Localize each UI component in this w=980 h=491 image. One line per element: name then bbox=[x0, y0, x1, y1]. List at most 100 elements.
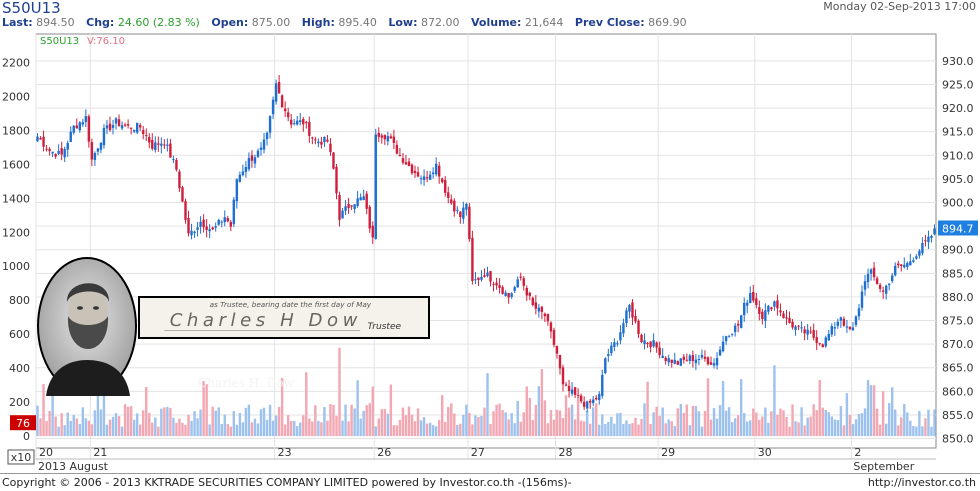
candle-body bbox=[450, 199, 453, 204]
volume-bar bbox=[286, 415, 290, 437]
candle-body bbox=[492, 283, 495, 285]
volume-bar bbox=[274, 415, 278, 437]
volume-bar bbox=[794, 421, 797, 437]
volume-bar bbox=[477, 416, 480, 437]
candle-body bbox=[815, 337, 818, 343]
volume-bar bbox=[884, 423, 888, 437]
candle-body bbox=[809, 331, 812, 333]
left-tick-label: 1000 bbox=[2, 260, 30, 273]
right-tick-label: 875.0 bbox=[942, 315, 974, 328]
candle-body bbox=[422, 176, 426, 180]
volume-bar bbox=[631, 423, 634, 437]
volume-bar bbox=[906, 412, 909, 437]
left-tick-label: 1600 bbox=[2, 158, 30, 171]
candle-body bbox=[329, 143, 332, 153]
candle-body bbox=[927, 236, 930, 243]
month-label: 2013 August bbox=[38, 460, 109, 473]
x-tick-label: 29 bbox=[661, 446, 675, 459]
volume-bar bbox=[718, 405, 722, 437]
candle-body bbox=[129, 127, 133, 129]
volume-bar bbox=[667, 419, 670, 437]
candle-body bbox=[727, 336, 731, 338]
volume-bar bbox=[262, 407, 266, 437]
candle-body bbox=[803, 329, 806, 334]
candle-body bbox=[314, 139, 317, 141]
volume-bar bbox=[126, 406, 130, 437]
candle-body bbox=[773, 301, 776, 307]
volume-bar bbox=[570, 404, 574, 437]
volume-bar bbox=[60, 413, 63, 437]
volume-bar bbox=[419, 420, 423, 437]
x-tick-label: 28 bbox=[558, 446, 572, 459]
volume-bar bbox=[673, 426, 676, 437]
volume-bar bbox=[649, 423, 652, 437]
candle-body bbox=[616, 343, 619, 345]
candle-body bbox=[72, 125, 75, 133]
volume-bar bbox=[743, 413, 746, 437]
volume-bar bbox=[344, 404, 347, 437]
volume-bar bbox=[652, 412, 655, 437]
quote-header: S50U13 Monday 02-Sep-2013 17:00 Last: 89… bbox=[0, 0, 980, 30]
volume-bar bbox=[531, 420, 535, 437]
volume-bar bbox=[314, 405, 317, 437]
volume-bar bbox=[525, 386, 528, 437]
x-tick-label: 30 bbox=[758, 446, 772, 459]
candle-body bbox=[169, 143, 172, 158]
volume-bar bbox=[105, 424, 109, 437]
volume-bar bbox=[371, 386, 374, 437]
candle-body bbox=[854, 316, 858, 325]
candle-body bbox=[537, 307, 541, 312]
candle-body bbox=[69, 131, 72, 142]
volume-bar bbox=[434, 426, 438, 437]
footer-bar: Copyright © 2006 - 2013 KKTRADE SECURITI… bbox=[0, 473, 980, 491]
volume-bar bbox=[407, 406, 411, 437]
volume-bar bbox=[564, 395, 568, 437]
volume-bar bbox=[736, 415, 740, 437]
candle-body bbox=[655, 342, 658, 348]
volume-bar bbox=[761, 416, 764, 437]
volume-bar bbox=[640, 418, 643, 437]
candle-body bbox=[338, 194, 341, 220]
candle-body bbox=[235, 179, 239, 202]
candle-body bbox=[166, 144, 169, 146]
candle-body bbox=[190, 230, 193, 236]
candle-body bbox=[332, 152, 335, 169]
volume-bar bbox=[558, 410, 562, 437]
candle-body bbox=[441, 178, 444, 183]
volume-bar bbox=[887, 403, 891, 437]
volume-bar bbox=[157, 426, 160, 437]
candle-body bbox=[519, 276, 522, 278]
volume-bar bbox=[108, 419, 112, 437]
candle-body bbox=[685, 359, 689, 361]
volume-bar bbox=[265, 419, 269, 437]
quote-last-label: Last: bbox=[2, 16, 33, 29]
volume-bar bbox=[579, 420, 583, 437]
candle-body bbox=[293, 123, 296, 125]
candle-body bbox=[507, 292, 510, 298]
volume-bar bbox=[504, 412, 507, 437]
volume-bar bbox=[788, 426, 791, 437]
volume-bar bbox=[392, 425, 396, 437]
candle-body bbox=[661, 355, 664, 358]
volume-bar bbox=[75, 418, 78, 437]
volume-bar bbox=[492, 411, 495, 437]
candle-body bbox=[335, 166, 338, 194]
candle-body bbox=[697, 359, 701, 361]
candle-body bbox=[256, 150, 260, 157]
volume-bar bbox=[253, 418, 257, 437]
volume-bar bbox=[93, 410, 97, 437]
candle-body bbox=[739, 315, 743, 328]
candle-body bbox=[199, 221, 202, 227]
volume-bar bbox=[450, 403, 453, 437]
candle-body bbox=[767, 305, 770, 312]
candle-body bbox=[897, 263, 900, 266]
candle-body bbox=[601, 374, 604, 396]
footer-url[interactable]: http://investor.co.th bbox=[867, 476, 976, 489]
candle-body bbox=[123, 124, 127, 126]
volume-bar bbox=[320, 422, 323, 437]
candle-body bbox=[419, 178, 423, 180]
volume-bar bbox=[326, 420, 329, 437]
right-tick-label: 915.0 bbox=[942, 126, 974, 139]
volume-bar bbox=[685, 404, 689, 437]
